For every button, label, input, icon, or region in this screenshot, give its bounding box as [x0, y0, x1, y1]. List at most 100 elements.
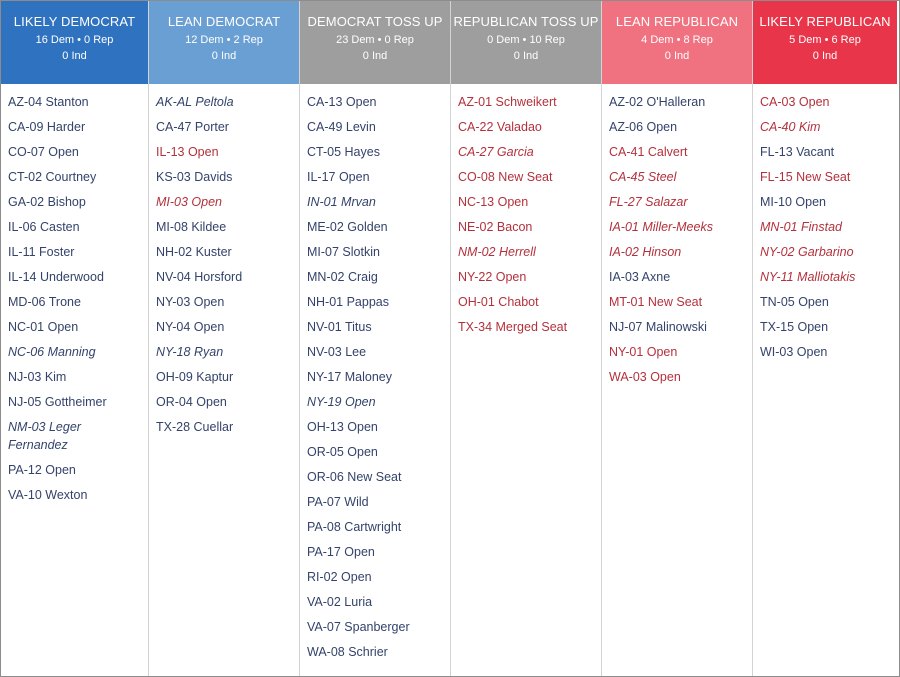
- race-item: IL-17 Open: [307, 170, 370, 184]
- race-item: CA-47 Porter: [156, 120, 229, 134]
- race-list: CA-13 Open CA-49 Levin CT-05 Hayes IL-17 Op…: [300, 84, 450, 668]
- race-item: NJ-07 Malinowski: [609, 320, 707, 334]
- race-item: OR-05 Open: [307, 445, 378, 459]
- independent-count: 0 Ind: [812, 50, 838, 62]
- race-item: CA-03 Open: [760, 95, 830, 109]
- race-item: IA-02 Hinson: [609, 245, 682, 259]
- race-item: NM-02 Herrell: [458, 245, 536, 259]
- seat-counts: 23 Dem • 0 Rep: [336, 34, 414, 46]
- column-header: REPUBLICAN TOSS UP 0 Dem • 10 Rep 0 Ind: [451, 1, 601, 84]
- seat-counts: 5 Dem • 6 Rep: [789, 34, 861, 46]
- race-item: NY-19 Open: [307, 395, 376, 409]
- race-item: NM-03 Leger Fernandez: [8, 420, 81, 452]
- column-header: LEAN DEMOCRAT 12 Dem • 2 Rep 0 Ind: [149, 1, 299, 84]
- race-item: CO-07 Open: [8, 145, 79, 159]
- race-item: TX-15 Open: [760, 320, 829, 334]
- race-item: GA-02 Bishop: [8, 195, 86, 209]
- race-item: MD-06 Trone: [8, 295, 81, 309]
- race-item: CT-05 Hayes: [307, 145, 380, 159]
- race-item: NH-01 Pappas: [307, 295, 389, 309]
- race-item: VA-07 Spanberger: [307, 620, 410, 634]
- race-item: WA-08 Schrier: [307, 645, 388, 659]
- race-item: CA-27 Garcia: [458, 145, 534, 159]
- race-item: IL-06 Casten: [8, 220, 80, 234]
- race-item: NC-06 Manning: [8, 345, 96, 359]
- race-item: NJ-05 Gottheimer: [8, 395, 107, 409]
- race-item: OH-09 Kaptur: [156, 370, 234, 384]
- race-item: CT-02 Courtney: [8, 170, 97, 184]
- race-item: IA-03 Axne: [609, 270, 671, 284]
- column-lean-republican: LEAN REPUBLICAN 4 Dem • 8 Rep 0 Ind AZ-02 O…: [602, 1, 753, 676]
- race-item: OH-13 Open: [307, 420, 378, 434]
- race-item: CO-08 New Seat: [458, 170, 553, 184]
- race-item: CA-41 Calvert: [609, 145, 688, 159]
- race-list: AZ-02 O'Halleran AZ-06 Open CA-41 Calvert C…: [602, 84, 752, 393]
- race-item: AZ-01 Schweikert: [458, 95, 557, 109]
- race-item: IL-14 Underwood: [8, 270, 104, 284]
- race-item: PA-12 Open: [8, 463, 76, 477]
- race-item: NV-03 Lee: [307, 345, 367, 359]
- column-header: LEAN REPUBLICAN 4 Dem • 8 Rep 0 Ind: [602, 1, 752, 84]
- column-likely-republican: LIKELY REPUBLICAN 5 Dem • 6 Rep 0 Ind CA-03…: [753, 1, 897, 676]
- race-item: AZ-02 O'Halleran: [609, 95, 706, 109]
- independent-count: 0 Ind: [211, 50, 237, 62]
- race-item: IA-01 Miller-Meeks: [609, 220, 713, 234]
- race-item: MI-08 Kildee: [156, 220, 227, 234]
- race-item: TX-28 Cuellar: [156, 420, 234, 434]
- race-item: ME-02 Golden: [307, 220, 388, 234]
- race-item: NY-03 Open: [156, 295, 225, 309]
- independent-count: 0 Ind: [513, 50, 539, 62]
- race-item: FL-27 Salazar: [609, 195, 688, 209]
- race-item: MT-01 New Seat: [609, 295, 703, 309]
- race-item: KS-03 Davids: [156, 170, 233, 184]
- race-item: MI-03 Open: [156, 195, 223, 209]
- race-item: NY-11 Malliotakis: [760, 270, 856, 284]
- column-header: LIKELY REPUBLICAN 5 Dem • 6 Rep 0 Ind: [753, 1, 897, 84]
- column-title: LIKELY DEMOCRAT: [13, 14, 136, 29]
- column-likely-democrat: LIKELY DEMOCRAT 16 Dem • 0 Rep 0 Ind AZ-04 …: [1, 1, 149, 676]
- column-title: REPUBLICAN TOSS UP: [453, 14, 599, 29]
- race-item: MI-07 Slotkin: [307, 245, 380, 259]
- race-item: FL-15 New Seat: [760, 170, 851, 184]
- race-item: PA-07 Wild: [307, 495, 369, 509]
- race-item: NY-02 Garbarino: [760, 245, 854, 259]
- race-item: IL-11 Foster: [8, 245, 75, 259]
- column-title: LIKELY REPUBLICAN: [759, 14, 891, 29]
- race-item: AZ-06 Open: [609, 120, 678, 134]
- seat-counts: 0 Dem • 10 Rep: [487, 34, 565, 46]
- independent-count: 0 Ind: [362, 50, 388, 62]
- race-item: OR-06 New Seat: [307, 470, 402, 484]
- race-item: IN-01 Mrvan: [307, 195, 376, 209]
- independent-count: 0 Ind: [62, 50, 87, 62]
- seat-counts: 4 Dem • 8 Rep: [641, 34, 713, 46]
- race-item: NY-01 Open: [609, 345, 678, 359]
- race-list: AZ-04 Stanton CA-09 Harder CO-07 Open CT-02…: [1, 84, 148, 511]
- race-item: NY-22 Open: [458, 270, 527, 284]
- race-item: NC-13 Open: [458, 195, 529, 209]
- race-item: VA-02 Luria: [307, 595, 373, 609]
- race-item: NV-01 Titus: [307, 320, 372, 334]
- race-item: AZ-04 Stanton: [8, 95, 89, 109]
- race-item: RI-02 Open: [307, 570, 372, 584]
- column-republican-toss-up: REPUBLICAN TOSS UP 0 Dem • 10 Rep 0 Ind AZ-…: [451, 1, 602, 676]
- race-item: NC-01 Open: [8, 320, 79, 334]
- race-item: CA-40 Kim: [760, 120, 821, 134]
- race-item: CA-13 Open: [307, 95, 377, 109]
- column-title: LEAN REPUBLICAN: [615, 14, 739, 29]
- race-item: WI-03 Open: [760, 345, 828, 359]
- race-item: NH-02 Kuster: [156, 245, 232, 259]
- race-list: CA-03 Open CA-40 Kim FL-13 Vacant FL-15 New…: [753, 84, 897, 368]
- independent-count: 0 Ind: [664, 50, 690, 62]
- race-item: NY-04 Open: [156, 320, 225, 334]
- column-title: LEAN DEMOCRAT: [167, 14, 281, 29]
- column-democrat-toss-up: DEMOCRAT TOSS UP 23 Dem • 0 Rep 0 Ind CA-13…: [300, 1, 451, 676]
- race-item: NJ-03 Kim: [8, 370, 67, 384]
- race-item: CA-45 Steel: [609, 170, 677, 184]
- race-item: PA-08 Cartwright: [307, 520, 402, 534]
- seat-counts: 16 Dem • 0 Rep: [35, 34, 114, 46]
- race-item: OH-01 Chabot: [458, 295, 539, 309]
- race-item: CA-22 Valadao: [458, 120, 542, 134]
- race-item: PA-17 Open: [307, 545, 375, 559]
